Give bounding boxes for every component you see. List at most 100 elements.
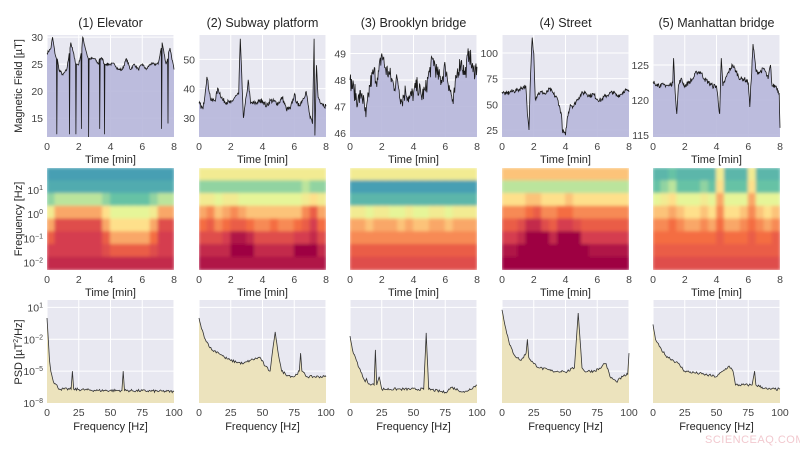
spectrogram-cell (428, 205, 438, 220)
x-axis-label: Time [min] (691, 154, 742, 166)
spectrogram-cell (141, 168, 151, 182)
spectrogram-cell (86, 205, 96, 220)
spectrogram-cell (285, 180, 295, 194)
spectrogram-cell (357, 168, 367, 182)
spectrogram-cell (102, 256, 111, 270)
spectrogram-cell (596, 205, 606, 220)
spectrogram-cell (350, 193, 359, 207)
spectrogram-cell (541, 180, 551, 194)
spectrogram-cell (460, 180, 470, 194)
x-tick-label: 0 (196, 407, 202, 419)
spectrogram-cell (397, 244, 407, 258)
spectrogram-cell (739, 205, 749, 220)
spectrogram-cell (708, 244, 717, 258)
spectrogram-cell (653, 244, 662, 258)
spectrogram-cell (468, 180, 477, 194)
spectrogram-cell (565, 244, 574, 258)
spectrogram-cell (549, 218, 559, 233)
spectrogram-cell (731, 205, 741, 220)
spectrogram-cell (612, 168, 622, 182)
spectrogram-cell (452, 218, 462, 233)
x-tick-label: 100 (317, 407, 335, 419)
spectrogram-cell (771, 205, 780, 220)
field-area (653, 44, 780, 137)
field-line (46, 35, 175, 138)
spectrogram-cell (350, 205, 359, 220)
field-line (198, 38, 327, 136)
spectrogram-cell (397, 256, 407, 270)
spectrogram-cell (285, 205, 295, 220)
x-tick-label: 25 (73, 407, 85, 419)
spectrogram-cell (533, 168, 543, 182)
spectrogram-cell (149, 168, 159, 182)
spectrogram-cell (285, 168, 295, 182)
spectrogram-cell (141, 256, 151, 270)
spectrogram-cell (517, 218, 527, 233)
spectrogram-cell (428, 256, 438, 270)
spectrogram-cell (238, 244, 248, 258)
spectrogram-cell (653, 168, 662, 182)
spectrogram-cell (708, 168, 717, 182)
spectrogram-cell (533, 256, 543, 270)
spectrogram-cell (444, 218, 454, 233)
spectrogram-cell (62, 180, 72, 194)
spectrogram-cell (731, 218, 741, 233)
spectrogram-cell (133, 256, 143, 270)
psd-panel: 0 25 50 75 100 Frequency [Hz] (499, 300, 638, 433)
x-tick-label: 0 (44, 141, 50, 153)
spectrogram-cell (141, 180, 151, 194)
spectrogram-cell (596, 231, 606, 245)
spectrogram-cell (301, 231, 311, 245)
spectrogram-cell (468, 218, 477, 233)
x-axis-label: Frequency [Hz] (376, 421, 451, 433)
panel-title: (5) Manhattan bridge (658, 16, 774, 30)
spectrogram-cell (612, 180, 622, 194)
spectrogram-cell (214, 218, 224, 233)
spectrogram-cell (460, 256, 470, 270)
spectrogram-cell (102, 218, 111, 233)
spectrogram-panel: 0 2 4 6 8 Time [min] (650, 168, 783, 299)
spectrogram-cell (588, 231, 598, 245)
spectrogram-cell (389, 231, 399, 245)
spectrogram-cell (580, 244, 590, 258)
spectrogram-cell (620, 168, 629, 182)
spectrogram-cell (110, 218, 119, 233)
spectrogram-cell (684, 193, 694, 207)
spectrogram-cell (420, 256, 430, 270)
spectrogram-cell (309, 180, 319, 194)
spectrogram-cell (509, 231, 519, 245)
spectrogram-cell (604, 168, 614, 182)
spectrogram-cell (165, 218, 174, 233)
spectrogram-cell (269, 193, 279, 207)
spectrogram-cell (502, 231, 511, 245)
spectrogram-cell (612, 218, 622, 233)
x-tick-label: 100 (771, 407, 789, 419)
spectrogram-cell (413, 168, 422, 182)
spectrogram-cell (557, 193, 566, 207)
spectrogram-panel: 0 2 4 6 8 Time [min] (499, 168, 632, 299)
spectrogram-cell (262, 256, 271, 270)
spectrogram-cell (549, 205, 559, 220)
spectrogram-cell (133, 180, 143, 194)
y-tick-label: 25 (31, 59, 43, 71)
x-tick-label: 25 (376, 407, 388, 419)
spectrogram-cell (365, 256, 375, 270)
spectrogram-cell (269, 205, 279, 220)
spectrogram-cell (460, 168, 470, 182)
spectrogram-cell (572, 231, 582, 245)
x-axis-label: Time [min] (540, 287, 591, 299)
spectrogram-cell (381, 193, 391, 207)
spectrogram-cell (62, 205, 72, 220)
y-label-frequency: Frequency [Hz] (13, 182, 25, 257)
spectrogram-cell (125, 168, 135, 182)
x-tick-label: 6 (745, 141, 751, 153)
spectrogram-cell (389, 244, 399, 258)
spectrogram-cell (676, 193, 686, 207)
spectrogram-cell (413, 180, 422, 194)
spectrogram-cell (580, 193, 590, 207)
x-tick-label: 4 (563, 274, 569, 286)
spectrogram-cell (317, 168, 326, 182)
spectrogram-cell (357, 180, 367, 194)
spectrogram-cell (684, 244, 694, 258)
spectrogram-cell (420, 180, 430, 194)
